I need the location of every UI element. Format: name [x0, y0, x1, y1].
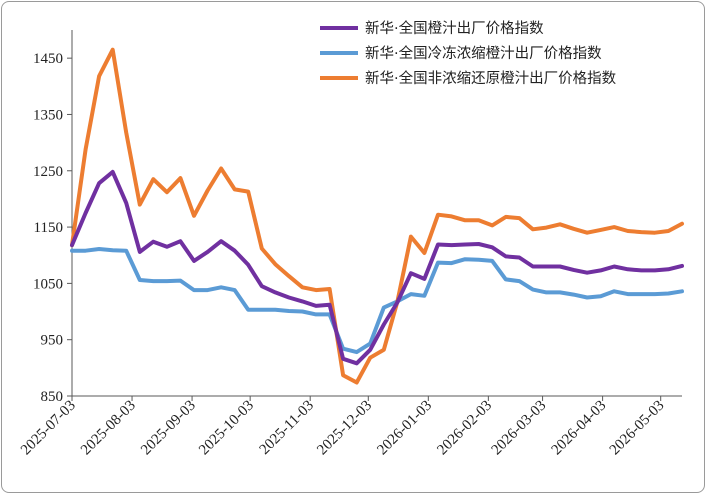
y-tick-label: 950 — [41, 333, 64, 349]
x-tick-label: 2026-02-03 — [434, 398, 495, 459]
x-tick-label: 2026-05-03 — [607, 398, 668, 459]
series-lines — [70, 47, 684, 385]
x-tick-label: 2026-03-03 — [489, 398, 550, 459]
x-tick-label: 2025-12-03 — [314, 398, 375, 459]
legend-label-3: 新华·全国非浓缩还原橙汁出厂价格指数 — [365, 69, 617, 87]
series-line-1 — [70, 169, 684, 366]
x-tick-label: 2026-04-03 — [549, 398, 610, 459]
legend: 新华·全国橙汁出厂价格指数新华·全国冷冻浓缩橙汁出厂价格指数新华·全国非浓缩还原… — [320, 19, 617, 87]
x-tick-label: 2025-08-03 — [78, 398, 139, 459]
y-tick-label: 1150 — [34, 220, 63, 236]
series-line-2 — [70, 247, 684, 355]
legend-label-2: 新华·全国冷冻浓缩橙汁出厂价格指数 — [365, 44, 602, 62]
x-tick-label: 2025-10-03 — [196, 398, 257, 459]
series-line-3 — [70, 47, 684, 385]
y-tick-label: 850 — [41, 389, 64, 405]
y-tick-label: 1050 — [33, 276, 63, 292]
y-tick-label: 1350 — [33, 107, 63, 123]
y-tick-label: 1450 — [33, 51, 63, 67]
x-tick-label: 2025-07-03 — [18, 398, 79, 459]
y-tick-label: 1250 — [33, 164, 63, 180]
x-tick-label: 2025-11-03 — [257, 398, 317, 458]
y-tick-labels: 850 950 1050 1150 1250 1350 1450 — [33, 51, 72, 405]
x-tick-labels: 2025-07-03 2025-08-03 2025-09-032025-10-03… — [18, 396, 668, 458]
x-tick-label: 2025-09-03 — [138, 398, 199, 459]
x-tick-label: 2026-01-03 — [374, 398, 435, 459]
legend-label-1: 新华·全国橙汁出厂价格指数 — [365, 19, 544, 37]
